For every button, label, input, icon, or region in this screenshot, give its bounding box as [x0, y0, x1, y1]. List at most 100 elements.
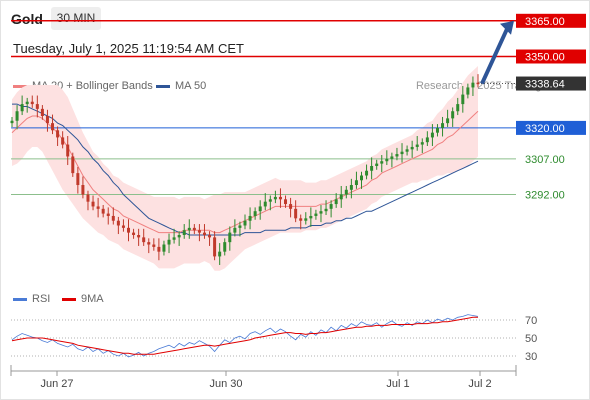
candle-body	[197, 230, 201, 233]
candle-body	[238, 225, 242, 228]
candle-body	[40, 108, 44, 116]
legend-ma20-label: MA 20 + Bollinger Bands	[32, 80, 153, 92]
legend-ma50: MA 50	[156, 80, 206, 92]
candle-body	[187, 227, 191, 231]
rsi-9ma-line	[11, 316, 478, 355]
x-tick-label: Jul 2	[468, 378, 491, 390]
level-label-3320-00: 3320.00	[525, 123, 565, 135]
rsi-tick-30: 30	[525, 351, 537, 363]
candle-body	[258, 206, 262, 212]
level-tag-3338-64	[516, 76, 586, 91]
candle-body	[15, 111, 19, 121]
candle-body	[233, 227, 237, 233]
candle-body	[299, 218, 303, 221]
candle-body	[127, 227, 130, 233]
ma9-swatch	[62, 297, 76, 301]
candle-body	[268, 199, 272, 202]
candle-body	[324, 208, 328, 212]
candle-body	[192, 227, 196, 231]
candle-body	[400, 151, 404, 155]
candle-body	[390, 156, 394, 159]
symbol-title: Gold	[11, 11, 43, 27]
candle-body	[142, 237, 146, 243]
candle-body	[339, 194, 343, 200]
legend-ma20: MA 20 + Bollinger Bands	[13, 80, 153, 92]
candle-body	[461, 94, 465, 105]
candle-body	[304, 218, 308, 221]
candle-body	[365, 170, 369, 176]
candle-body	[51, 123, 55, 131]
level-tag-3320-00	[516, 120, 586, 135]
legend-rsi-label: RSI	[32, 293, 51, 305]
candle-body	[380, 161, 384, 164]
candle-body	[354, 180, 358, 186]
bollinger-band	[12, 66, 478, 271]
level-label-3338-64: 3338.64	[525, 79, 565, 91]
level-label-3365-00: 3365.00	[525, 16, 565, 28]
x-tick-label: Jun 30	[209, 378, 242, 390]
projection-arrow-shaft	[480, 25, 510, 85]
datetime-label: Tuesday, July 1, 2025 11:19:54 AM CET	[13, 41, 244, 56]
candle-body	[334, 199, 338, 205]
candle-body	[294, 208, 298, 219]
candle-body	[263, 201, 267, 207]
legend-9ma: 9MA	[62, 293, 104, 305]
legend-rsi: RSI	[13, 293, 50, 305]
candle-body	[152, 244, 156, 247]
candle-body	[375, 163, 379, 166]
candle-body	[395, 154, 399, 157]
candle-body	[25, 101, 29, 105]
candle-body	[284, 199, 288, 205]
candle-body	[91, 201, 95, 207]
level-tag-3350-00	[516, 49, 586, 64]
candle-body	[425, 137, 429, 143]
candle-body	[476, 82, 480, 85]
level-label-3292-00: 3292.00	[525, 190, 565, 202]
candle-body	[106, 213, 110, 216]
candle-body	[441, 123, 445, 128]
candle-body	[162, 244, 166, 252]
candle-body	[96, 206, 100, 209]
candle-body	[223, 242, 227, 252]
candle-body	[81, 185, 85, 195]
candle-body	[20, 104, 24, 112]
x-tick-label: Jul 1	[386, 378, 409, 390]
candle-body	[370, 165, 374, 171]
candle-body	[116, 220, 120, 226]
rsi-line	[11, 314, 479, 358]
candle-body	[243, 220, 247, 226]
candle-body	[420, 142, 424, 145]
rsi-tick-50: 50	[525, 333, 537, 345]
candle-body	[167, 239, 171, 245]
candle-body	[177, 235, 181, 238]
candle-body	[344, 189, 348, 195]
rsi-tick-70: 70	[525, 315, 537, 327]
rsi-swatch	[13, 297, 27, 301]
candle-body	[86, 194, 90, 202]
legend-ma50-label: MA 50	[175, 80, 207, 92]
candle-body	[273, 196, 277, 200]
candle-body	[309, 215, 313, 219]
ma50-swatch	[156, 84, 170, 88]
candle-body	[157, 246, 161, 252]
candle-body	[66, 144, 70, 157]
level-label-3350-00: 3350.00	[525, 52, 565, 64]
candle-body	[30, 101, 34, 105]
candle-body	[360, 175, 363, 181]
candle-body	[218, 251, 222, 257]
candle-body	[45, 116, 49, 124]
candle-body	[430, 132, 434, 138]
level-tag-3365-00	[516, 13, 586, 28]
candle-body	[349, 185, 353, 190]
candle-body	[56, 130, 60, 138]
candle-body	[10, 120, 14, 124]
candle-body	[111, 215, 115, 221]
candle-body	[405, 149, 409, 152]
candle-body	[248, 215, 252, 221]
candle-body	[456, 104, 460, 112]
candle-body	[137, 235, 141, 238]
candle-body	[147, 242, 151, 245]
candle-body	[466, 87, 470, 95]
ma20-swatch	[13, 84, 27, 88]
